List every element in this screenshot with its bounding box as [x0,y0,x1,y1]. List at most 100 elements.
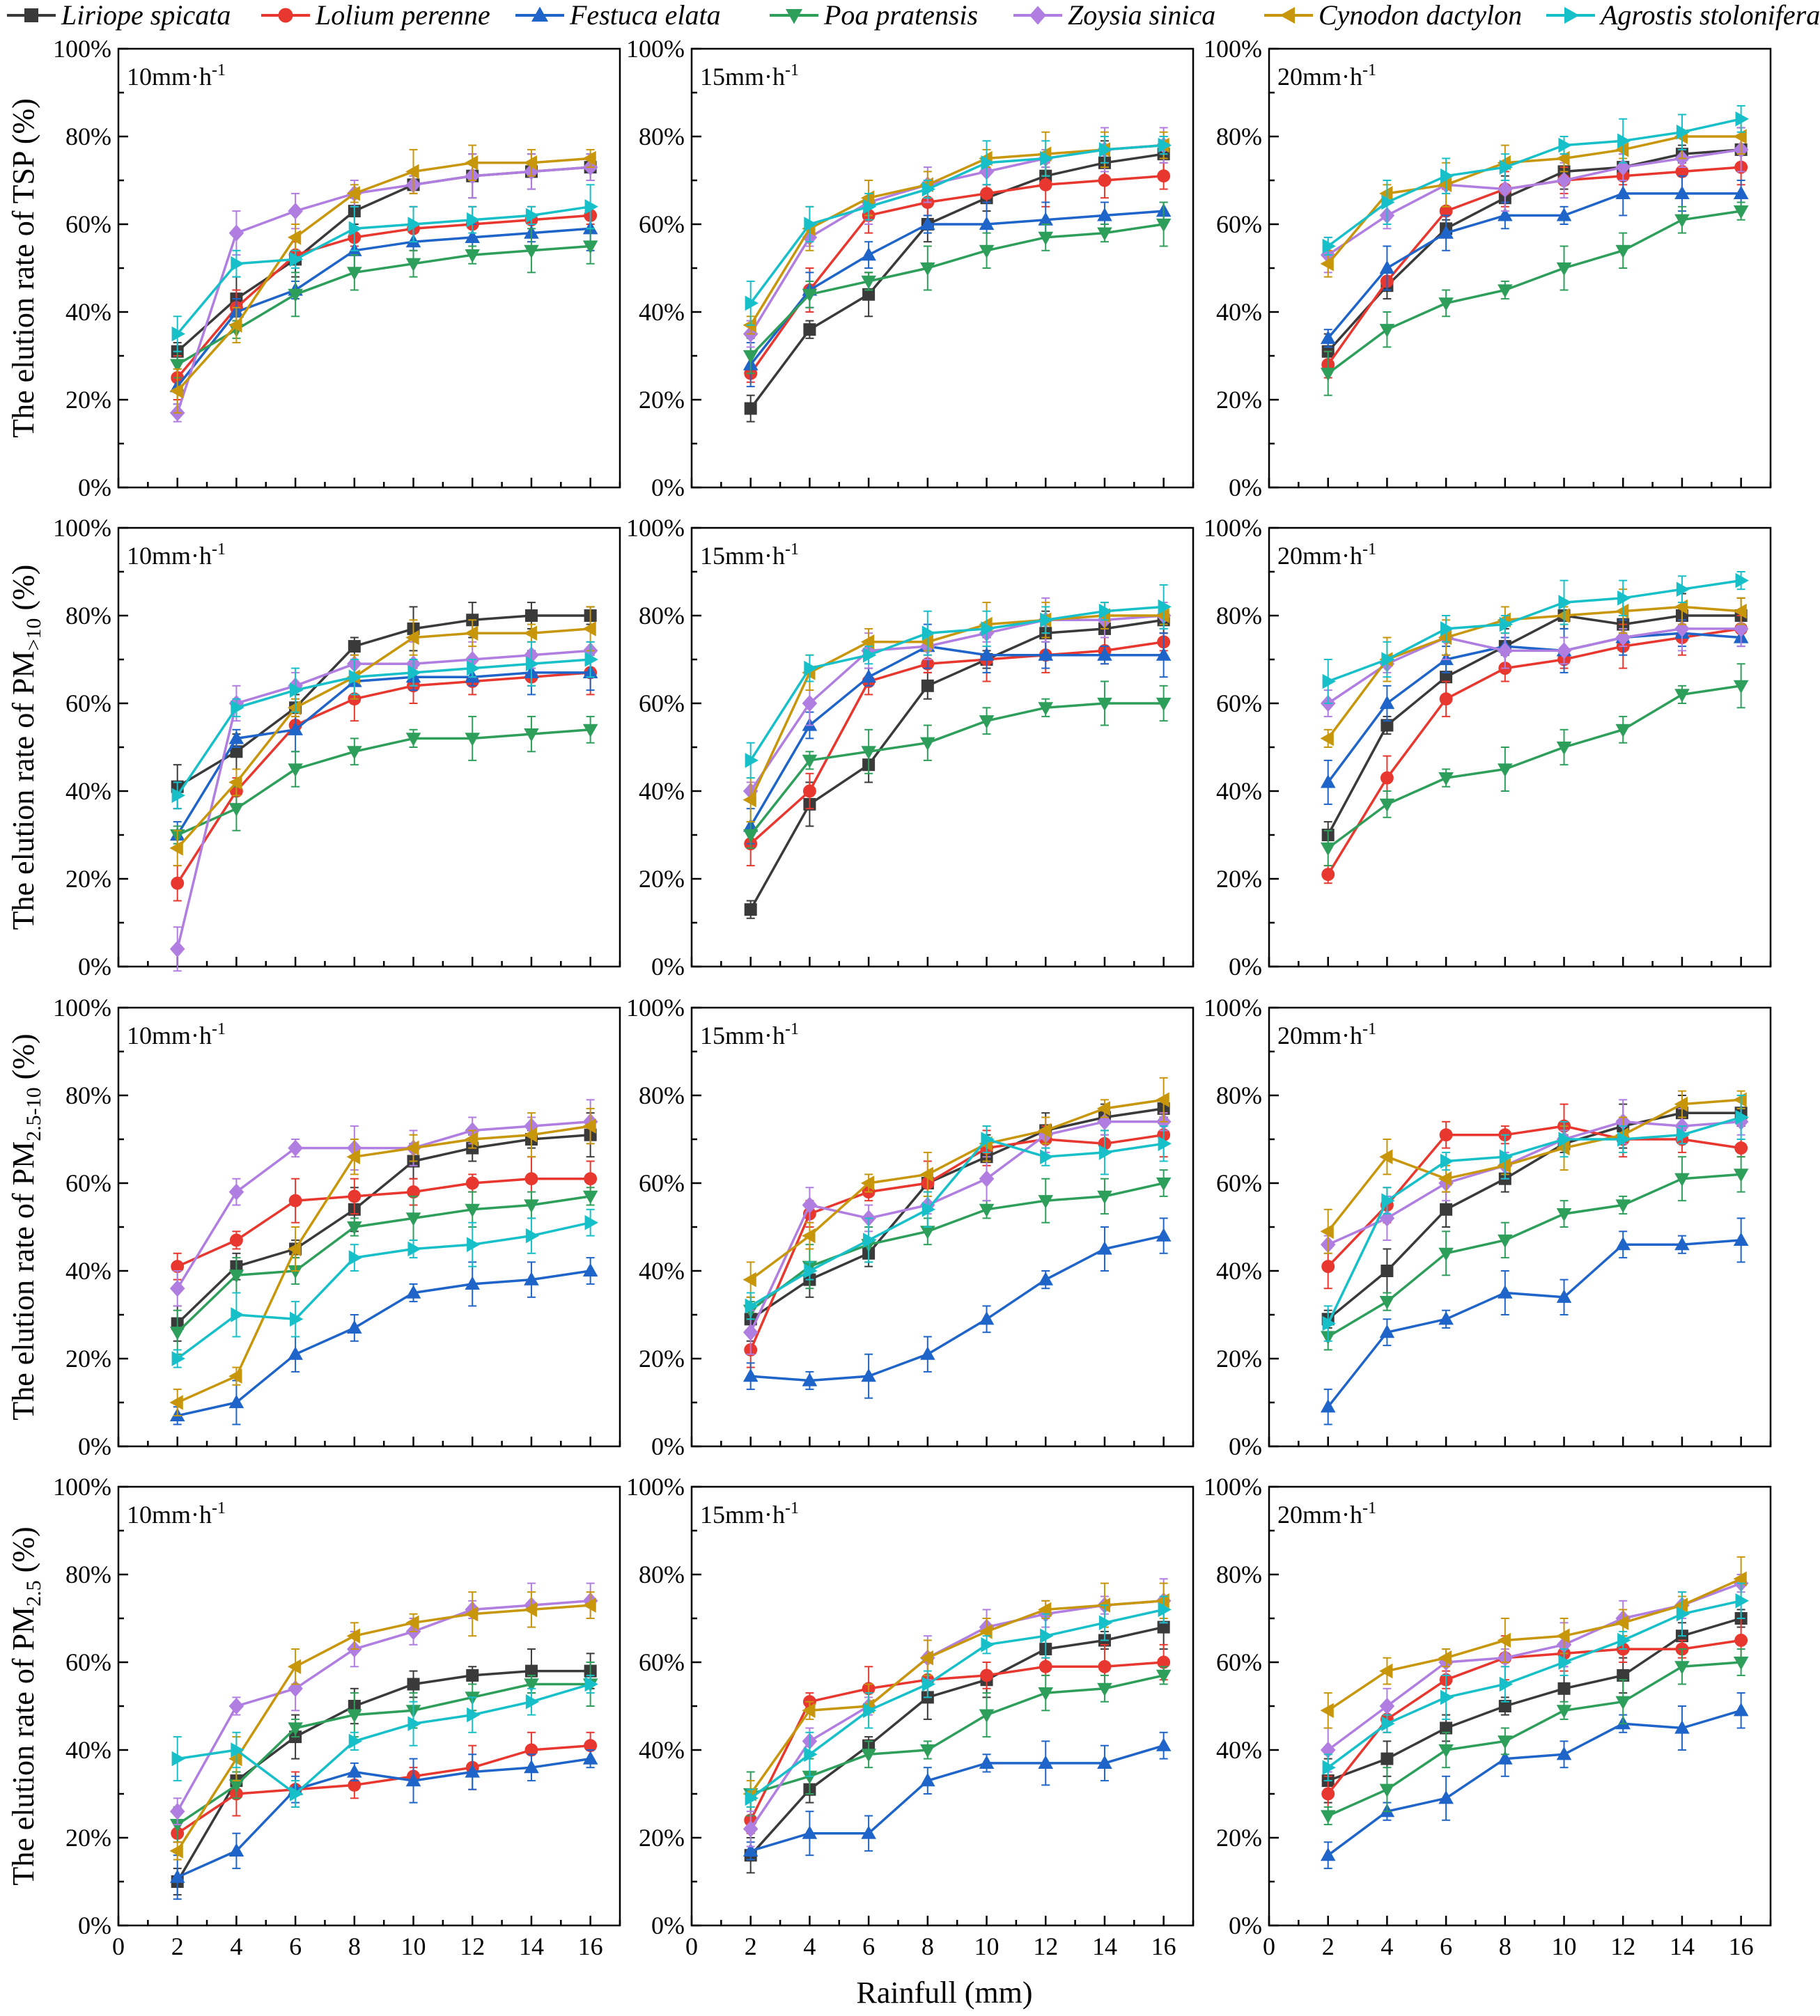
data-point [861,247,876,261]
y-tick-label: 100% [626,514,685,542]
series-cynodon-dactylon [169,606,596,867]
data-point [523,625,538,641]
data-point [1321,1260,1335,1274]
x-tick-label: 4 [803,1932,816,1960]
panel-label: 15mm·h-1 [700,1499,799,1529]
data-point [1379,1697,1395,1715]
data-point [1096,1101,1111,1116]
data-point [1320,368,1336,382]
series-line [176,1120,591,1290]
y-tick-label: 100% [53,994,111,1022]
data-point [228,803,244,817]
series-agrostis-stolonifera [745,584,1172,779]
data-point [979,1311,995,1325]
data-point [407,665,421,680]
series-festuca-elata [169,1257,598,1425]
data-point [228,318,242,333]
data-point [290,1786,304,1802]
x-tick-label: 8 [1499,1932,1511,1960]
panel-label-superscript: -1 [1362,1499,1376,1517]
series-agrostis-stolonifera [745,136,1172,326]
series-agrostis-stolonifera [745,1125,1172,1320]
data-point [467,1707,481,1723]
y-tick-label: 80% [639,1561,685,1588]
y-tick-label: 20% [639,1824,685,1852]
data-point [920,1226,935,1240]
series-lolium-perenne [171,650,598,902]
series-festuca-elata [742,1217,1172,1399]
data-point [171,326,185,342]
panel-r1-c2: 0% 20% 40% 60% 80% 100% 15mm·h-1 [626,35,1195,501]
data-point [1615,1696,1631,1710]
data-point [584,199,598,214]
data-point [1097,1755,1112,1769]
data-point [465,249,481,263]
data-point [1674,1597,1688,1613]
data-point [407,1678,420,1691]
panel-r2-c1: 0% 20% 40% 60% 80% 100% 10mm·h-1 [53,514,621,980]
data-point [287,1241,302,1257]
data-point [1320,330,1336,344]
panel-label-superscript: -1 [785,1020,799,1038]
data-point [861,1368,876,1382]
data-point [347,267,362,281]
data-point [1499,1676,1514,1692]
panel-label: 20mm·h-1 [1277,1020,1376,1049]
data-point [524,1272,539,1286]
y-tick-label: 80% [65,1561,111,1588]
panel-label-superscript: -1 [212,540,226,558]
data-point [584,1676,598,1692]
data-point [407,1241,421,1257]
data-point [1440,1689,1454,1705]
series-poa-pratensis [1320,663,1749,867]
y-tick-label: 60% [65,1648,111,1676]
series-line [1327,192,1741,339]
data-point [228,1368,242,1384]
data-point [524,1199,539,1213]
data-point [1438,1790,1454,1804]
data-point [1156,1228,1172,1242]
y-tick-label: 100% [1204,1473,1262,1501]
data-point [288,1680,303,1697]
data-point [290,1311,304,1327]
x-tick-label: 4 [230,1932,242,1960]
y-tick-label: 60% [639,210,685,238]
series-cynodon-dactylon [169,1107,596,1416]
y-tick-label: 100% [626,35,685,63]
y-tick-label: 100% [1204,514,1262,542]
y-tick-label: 100% [1204,994,1262,1022]
data-point [523,1602,538,1618]
series-line [1327,627,1741,875]
x-tick-label: 6 [289,1932,302,1960]
y-tick-label: 0% [78,474,111,501]
series-line [176,649,591,950]
data-point [1615,142,1629,157]
data-point [802,1196,818,1214]
data-point [744,402,757,415]
data-point [582,1118,596,1134]
data-point [1322,1315,1336,1331]
panel-label-superscript: -1 [1362,1020,1376,1038]
data-point [1734,1141,1748,1155]
data-point [1097,208,1112,221]
data-point [1735,572,1749,588]
panel-r3-c1: 0% 20% 40% 60% 80% 100% 10mm·h-1 [53,994,621,1460]
series-line [1327,1600,1742,1769]
data-point [742,1820,759,1838]
data-point [1498,208,1513,221]
panel-label: 10mm·h-1 [127,540,226,570]
data-point [802,694,818,712]
data-point [1556,208,1572,221]
data-point [1322,1760,1336,1775]
data-point [1097,1241,1112,1255]
data-point [1439,1128,1453,1142]
data-point [745,1790,759,1806]
series-line [1327,1098,1741,1233]
data-point [1615,244,1631,259]
data-point [464,155,479,171]
legend: Liriope spicata Lolium perenne Festuca ela… [7,0,1820,31]
y-tick-label: 80% [1216,123,1262,150]
data-point [1676,1127,1690,1143]
y-axis-title-main: The elution rate of TSP (%) [6,98,40,438]
y-tick-label: 60% [639,689,685,717]
